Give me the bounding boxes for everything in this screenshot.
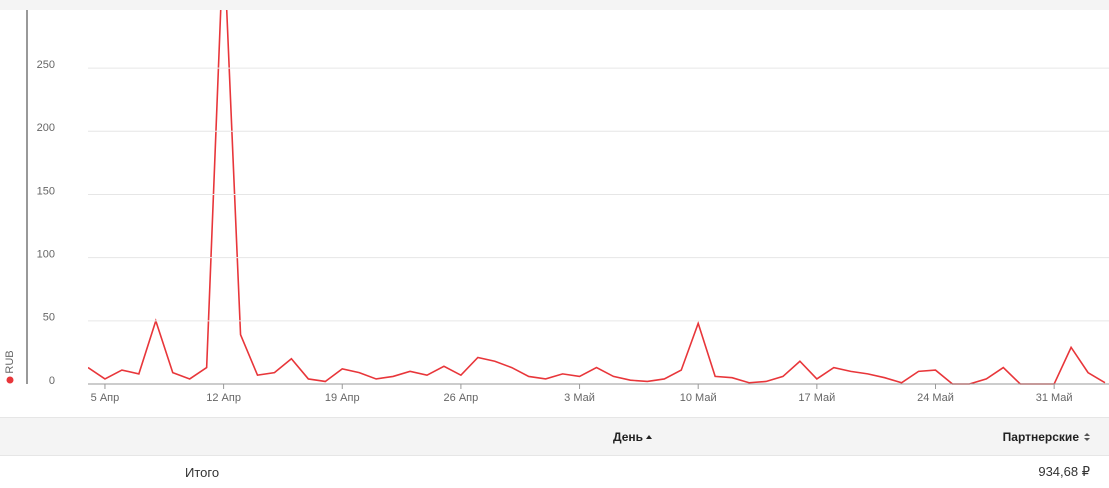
column-title: Партнерские [1002,429,1079,444]
x-tick-label: 24 Май [917,392,954,404]
total-value: 934,68 ₽ [1038,464,1090,479]
column-header[interactable]: День [613,418,653,455]
y-tick-label: 100 [37,249,55,261]
x-tick-label: 3 Май [564,392,595,404]
sort-icon [1084,432,1090,441]
y-tick-label: 250 [37,59,55,71]
x-tick-label: 17 Май [798,392,835,404]
y-tick-label: 200 [37,122,55,134]
top-strip [0,0,1109,10]
column-title: День [613,429,643,444]
x-tick-label: 12 Апр [206,392,241,404]
y-tick-label: 150 [37,185,55,197]
y-tick-label: 50 [43,312,55,324]
legend-label: RUB [4,350,16,373]
plot [88,10,1106,385]
table: День Партнерские Итого 934,68 ₽ [0,417,1109,488]
total-label: Итого [185,464,220,480]
data-line [88,10,1106,385]
sort-icon [646,434,652,439]
x-tick-label: 19 Апр [325,392,360,404]
table-header: День Партнерские [0,417,1109,456]
y-tick-label: 0 [49,375,55,387]
x-tick-label: 26 Апр [444,392,479,404]
legend-dot [6,376,14,384]
chart: RUB 0 50 100 150 200 250 5 Апр 12 Апр 19 Апр 26 А… [0,0,1109,404]
x-tick-label: 31 Май [1036,392,1073,404]
x-tick-label: 10 Май [680,392,717,404]
column-header[interactable]: Партнерские [1003,418,1091,455]
total-row: Итого 934,68 ₽ [0,456,1109,488]
x-tick-label: 5 Апр [91,392,120,404]
